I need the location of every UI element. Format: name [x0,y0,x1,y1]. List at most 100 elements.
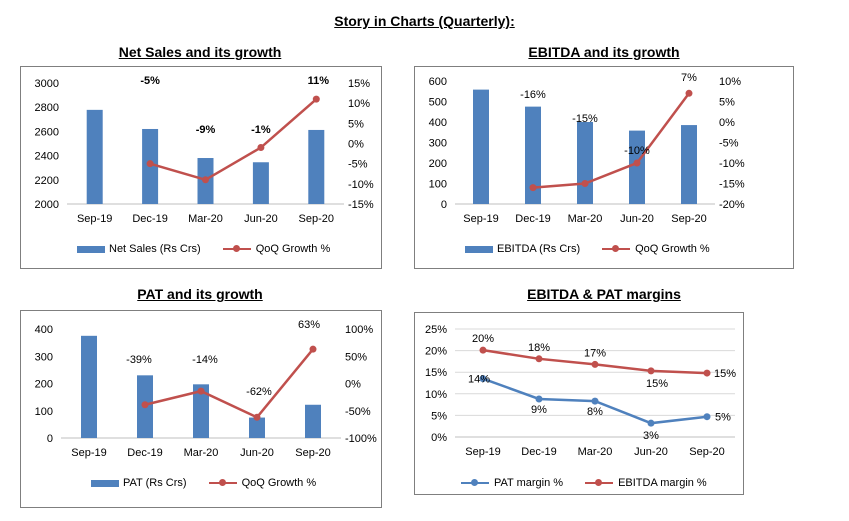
data-label: 63% [298,319,320,331]
legend-line-swatch [585,479,614,486]
series-point [647,367,655,375]
pat-chart: 0 100 200 300 400 -100% -50% 0% 50% 100% Sep-19 Dec… [35,319,377,459]
margins-chart: 0% 5% 10% 15% 20% 25% Sep-19 Dec-19 Mar-20 Jun-20… [425,324,736,458]
bar [308,129,325,204]
x-tick-label: Sep-20 [295,447,330,459]
chart-panel-pat: 0 100 200 300 400 -100% -50% 0% 50% 100% Sep-19 Dec… [20,310,382,508]
series-point [685,89,693,97]
chart-panel-ebitda: 0 100 200 300 400 500 600 -20% -15% -10% -5% 0% 5% 10… [414,66,794,269]
series-point [703,413,711,421]
net-sales-chart: 2000 2200 2400 2600 2800 3000 -15% -10% -5% 0% 5% 1… [35,75,374,225]
series-point [309,345,317,353]
y-right-tick-label: -15% [719,179,745,191]
series-point [535,355,543,363]
legend-line-swatch [222,245,251,252]
y-left-tick-label: 2000 [35,199,59,211]
series-point [257,144,265,152]
data-label: 9% [531,404,547,416]
x-tick-label: Sep-19 [465,446,500,458]
series-point [535,395,543,403]
y-left-tick-label: 600 [429,76,447,88]
y-left-tick-label: 200 [429,158,447,170]
x-tick-label: Dec-19 [521,446,556,458]
x-tick-label: Sep-20 [299,213,334,225]
x-tick-label: Dec-19 [127,447,162,459]
legend-line-swatch [208,479,237,486]
x-tick-label: Mar-20 [568,213,603,225]
chart-panel-margins: 0% 5% 10% 15% 20% 25% Sep-19 Dec-19 Mar-20 Jun-20… [414,312,744,495]
y-left-tick-label: 100 [429,179,447,191]
x-tick-label: Sep-20 [671,213,706,225]
data-label: 3% [643,430,659,442]
chart-title-pat: PAT and its growth [137,286,263,302]
data-label: -39% [126,354,152,366]
x-tick-label: Jun-20 [620,213,654,225]
data-label: -16% [520,89,546,101]
series-point [479,375,487,383]
y-right-tick-label: 5% [719,97,735,109]
y-right-tick-label: 0% [348,139,364,151]
data-label: -9% [196,124,216,136]
y-right-tick-label: -50% [345,406,371,418]
x-tick-label: Sep-19 [77,213,112,225]
legend-label-net-sales: Net Sales (Rs Crs) [109,243,201,255]
series-point [479,346,487,354]
y-right-tick-label: -15% [348,199,374,211]
x-tick-label: Jun-20 [240,447,274,459]
legend-line-swatch [461,479,489,486]
y-left-tick-label: 3000 [35,78,59,90]
y-right-tick-label: -10% [719,158,745,170]
series-point [633,159,641,167]
series-point [591,397,599,405]
series-point [647,419,655,427]
y-left-tick-label: 20% [425,346,447,358]
legend-line-swatch [602,245,631,252]
y-left-tick-label: 300 [35,351,53,363]
x-tick-label: Sep-19 [463,213,498,225]
series-line [144,348,314,419]
y-left-tick-label: 2800 [35,102,59,114]
y-left-tick-label: 10% [425,389,447,401]
y-right-tick-label: -5% [348,159,368,171]
bar [249,417,265,438]
legend-label-ebitda: EBITDA (Rs Crs) [497,243,581,255]
y-left-tick-label: 400 [429,117,447,129]
y-right-tick-label: 10% [348,98,370,110]
data-label: 8% [587,406,603,418]
y-right-tick-label: -100% [345,433,377,445]
data-label: 15% [646,378,668,390]
y-left-tick-label: 0 [47,433,53,445]
chart-title-ebitda: EBITDA and its growth [528,44,680,60]
y-right-tick-label: -10% [348,179,374,191]
y-left-tick-label: 25% [425,324,447,336]
series-point [146,160,154,168]
y-right-tick-label: 15% [348,78,370,90]
legend-label-pat-margin: PAT margin % [494,477,564,489]
y-right-tick-label: -20% [719,199,745,211]
data-label: -10% [624,145,650,157]
y-right-tick-label: 50% [345,351,367,363]
series-point [312,95,320,103]
x-tick-label: Mar-20 [184,447,219,459]
bar [252,162,269,204]
y-left-tick-label: 2400 [35,151,59,163]
bar [629,130,645,204]
y-left-tick-label: 100 [35,406,53,418]
series-point [529,184,537,192]
legend-bar-swatch [77,245,105,253]
series-point [202,176,209,184]
x-tick-label: Sep-19 [71,447,106,459]
legend-pat: PAT (Rs Crs) QoQ Growth % [91,477,338,489]
y-left-tick-label: 15% [425,367,447,379]
y-right-tick-label: 0% [345,379,361,391]
legend-label-pat: PAT (Rs Crs) [123,477,187,489]
legend-label-qoq: QoQ Growth % [241,477,317,489]
y-left-tick-label: 500 [429,97,447,109]
y-right-tick-label: 5% [348,118,364,130]
data-label: 15% [714,368,736,380]
chart-title-margins: EBITDA & PAT margins [527,286,681,302]
y-left-tick-label: 0 [441,199,447,211]
chart-panel-net-sales: 2000 2200 2400 2600 2800 3000 -15% -10% -5% 0% 5% 1… [20,66,382,269]
y-left-tick-label: 300 [429,138,447,150]
y-left-tick-label: 0% [431,432,447,444]
